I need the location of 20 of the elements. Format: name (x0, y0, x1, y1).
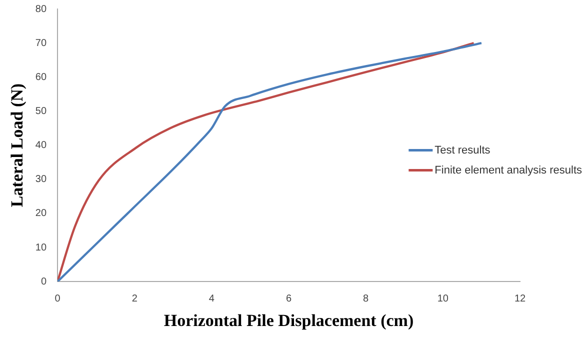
x-tick-label: 8 (363, 293, 370, 304)
y-tick-label: 10 (35, 242, 47, 254)
x-tick-label: 0 (54, 293, 61, 304)
x-tick-label: 10 (437, 293, 449, 304)
legend-label: Test results (434, 144, 491, 156)
y-tick-label: 60 (35, 72, 47, 83)
x-tick-label: 12 (514, 293, 526, 304)
y-tick-label: 40 (35, 140, 47, 152)
y-tick-label: 50 (35, 106, 47, 117)
y-tick-label: 0 (40, 276, 47, 288)
y-tick-label: 20 (35, 208, 47, 220)
y-tick-label: 80 (35, 4, 47, 15)
legend-label: Finite element analysis results (434, 164, 582, 176)
y-tick-label: 70 (35, 38, 47, 49)
x-axis-title: Horizontal Pile Displacement (cm) (164, 311, 414, 330)
y-tick-label: 30 (35, 174, 47, 186)
x-tick-label: 4 (208, 293, 215, 304)
x-tick-label: 6 (286, 293, 292, 304)
y-axis-title: Lateral Load (N) (8, 83, 27, 208)
x-tick-label: 2 (132, 293, 138, 304)
